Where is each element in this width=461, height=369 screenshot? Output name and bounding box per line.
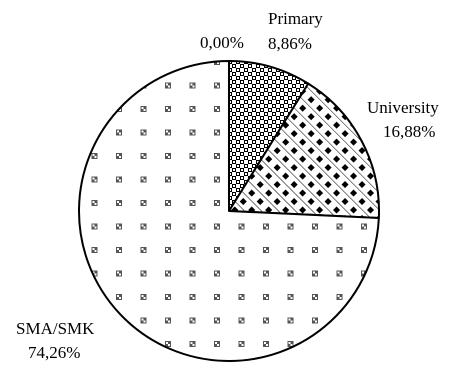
- pie-slice-university: [228, 82, 380, 219]
- pie-slice-sma-smk: [78, 60, 380, 362]
- label-university-name: University: [367, 98, 439, 117]
- pie-labels: 0,00% Primary 8,86% University 16,88% SM…: [16, 9, 439, 362]
- label-sma-smk-name: SMA/SMK: [16, 319, 95, 338]
- label-sma-smk-value: 74,26%: [28, 343, 80, 362]
- label-primary-name: Primary: [268, 9, 323, 28]
- label-primary-value: 8,86%: [268, 34, 312, 53]
- label-zero-value: 0,00%: [200, 33, 244, 52]
- pie-slice-primary: [228, 60, 310, 212]
- label-university-value: 16,88%: [383, 122, 435, 141]
- pie-slices: [78, 60, 380, 362]
